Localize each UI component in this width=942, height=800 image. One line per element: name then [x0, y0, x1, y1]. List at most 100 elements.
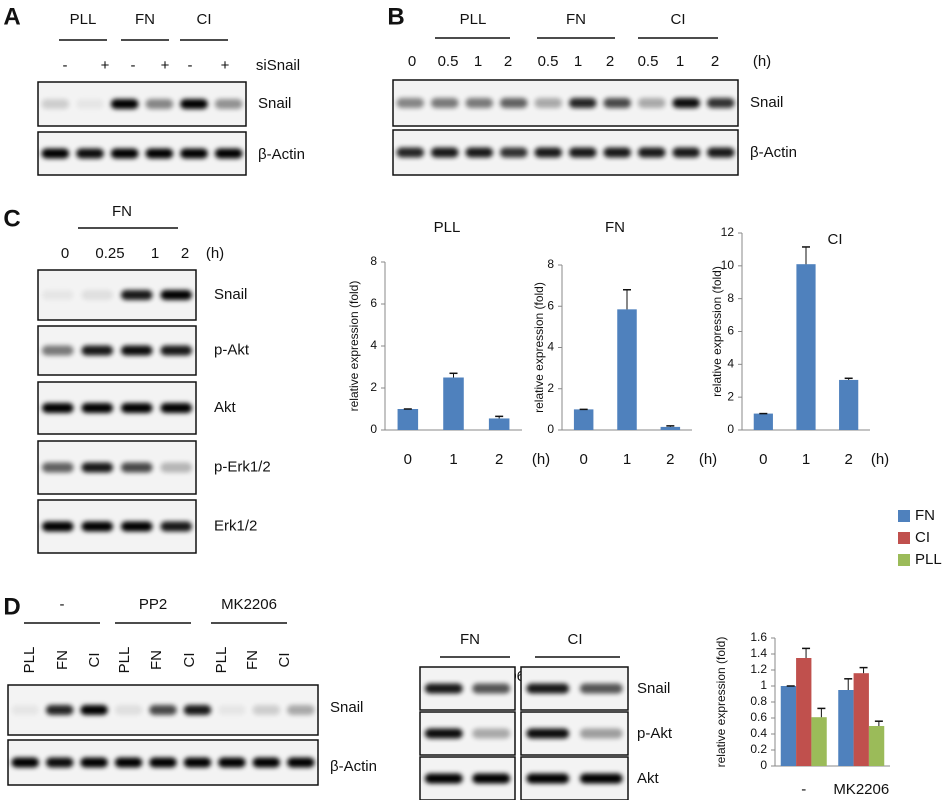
- lane-label: 2: [181, 245, 189, 262]
- y-tick-label: 1.4: [750, 646, 767, 660]
- band: [465, 98, 494, 108]
- band: [568, 147, 597, 158]
- y-tick-label: 2: [547, 381, 554, 395]
- band: [114, 705, 143, 715]
- band: [81, 290, 114, 300]
- band: [110, 148, 139, 159]
- y-tick-label: 1.6: [750, 630, 767, 644]
- band: [80, 705, 108, 715]
- x-tick-label: 0: [579, 451, 587, 468]
- lane-label: 0: [408, 53, 416, 70]
- group-label: PLL: [70, 11, 97, 28]
- bar: [443, 377, 464, 430]
- y-tick-label: 10: [721, 258, 735, 272]
- band: [149, 757, 177, 768]
- lane-label: +: [161, 57, 170, 74]
- band: [76, 148, 104, 159]
- y-tick-label: 2: [727, 389, 734, 403]
- x-tick-label: 2: [666, 451, 674, 468]
- row-label: Akt: [214, 399, 237, 416]
- band: [218, 757, 246, 768]
- legend-label: CI: [915, 529, 930, 546]
- row-label: β-Actin: [258, 146, 305, 163]
- lane-label: 1: [676, 53, 684, 70]
- lane-label: PLL: [21, 647, 38, 674]
- x-unit-label: (h): [532, 451, 550, 468]
- band: [81, 521, 114, 532]
- lane-label: 1: [474, 53, 482, 70]
- bar: [796, 658, 812, 766]
- chart-title: FN: [605, 219, 625, 236]
- y-tick-label: 6: [727, 324, 734, 338]
- blot-box: [37, 131, 247, 176]
- band: [579, 683, 623, 694]
- band: [499, 147, 528, 158]
- band: [120, 345, 153, 356]
- band: [114, 757, 143, 768]
- band: [41, 345, 74, 356]
- bar: [811, 717, 827, 766]
- band: [160, 345, 193, 356]
- lane-label: 1: [151, 245, 159, 262]
- lane-label: -: [131, 57, 136, 74]
- lane-label: +: [221, 57, 230, 74]
- row-label: β-Actin: [750, 144, 797, 161]
- band: [534, 147, 563, 158]
- band: [637, 98, 666, 108]
- lane-label: 0.5: [438, 53, 459, 70]
- band: [81, 403, 114, 413]
- y-tick-label: 8: [547, 257, 554, 271]
- lane-label: FN: [148, 650, 165, 670]
- band: [424, 683, 463, 694]
- treatment-label: siSnail: [256, 57, 300, 74]
- band: [11, 757, 39, 768]
- band: [526, 773, 570, 784]
- y-tick-label: 0: [370, 422, 377, 436]
- lane-label: PLL: [116, 647, 133, 674]
- y-tick-label: 1.2: [750, 662, 767, 676]
- band: [160, 290, 193, 300]
- band: [120, 462, 153, 473]
- band: [472, 683, 511, 694]
- band: [120, 290, 153, 300]
- x-tick-label: 1: [802, 451, 810, 468]
- lane-label: CI: [181, 653, 198, 668]
- band: [430, 147, 459, 158]
- lane-label: FN: [54, 650, 71, 670]
- band: [430, 98, 459, 108]
- panel-label: D: [3, 593, 20, 620]
- y-tick-label: 4: [370, 338, 377, 352]
- band: [424, 728, 463, 739]
- band: [603, 98, 632, 108]
- group-label: -: [60, 596, 65, 613]
- chart-title: PLL: [434, 219, 461, 236]
- y-tick-label: 1: [760, 678, 767, 692]
- group-label: MK2206: [221, 596, 277, 613]
- band: [41, 290, 74, 300]
- group-label: PLL: [460, 11, 487, 28]
- band: [472, 728, 511, 739]
- band: [472, 773, 511, 784]
- x-tick-label: 1: [623, 451, 631, 468]
- band: [149, 705, 177, 715]
- band: [180, 99, 208, 109]
- band: [183, 705, 212, 715]
- group-label: CI: [671, 11, 686, 28]
- bar: [868, 726, 885, 766]
- group-label: FN: [112, 203, 132, 220]
- band: [160, 462, 193, 473]
- y-tick-label: 0: [547, 422, 554, 436]
- lane-label: CI: [276, 653, 293, 668]
- y-tick-label: 4: [547, 340, 554, 354]
- y-tick-label: 0.2: [750, 742, 767, 756]
- y-tick-label: 6: [370, 296, 377, 310]
- band: [41, 403, 74, 413]
- band: [41, 148, 70, 159]
- lane-label: +: [101, 57, 110, 74]
- group-label: CI: [197, 11, 212, 28]
- y-tick-label: 4: [727, 357, 734, 371]
- band: [287, 757, 315, 768]
- band: [465, 147, 494, 158]
- y-tick-label: 8: [370, 254, 377, 268]
- lane-label: -: [188, 57, 193, 74]
